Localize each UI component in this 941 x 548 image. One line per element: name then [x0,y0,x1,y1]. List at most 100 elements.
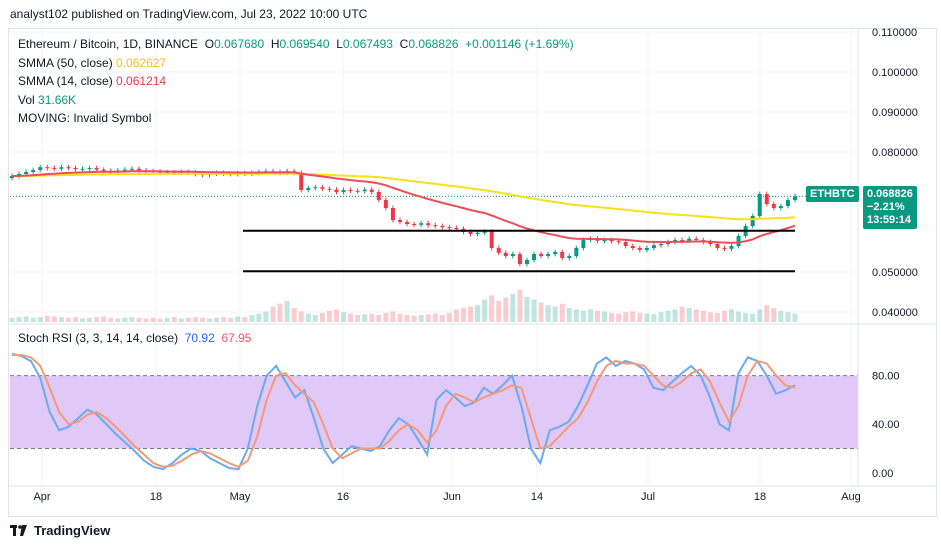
volume-label: Vol [18,92,35,107]
volume-bar [700,310,706,322]
volume-bar [242,317,248,322]
volume-bar [785,312,791,322]
volume-bar [736,311,742,322]
volume-bar [270,306,276,322]
volume-bar [552,306,558,322]
volume-bar [108,317,114,322]
moving-label: MOVING: Invalid Symbol [18,111,152,125]
sma14-value: 0.061214 [116,74,167,88]
stoch-d-value: 67.95 [221,331,252,345]
volume-bar [623,312,629,322]
stoch-k-value: 70.92 [184,331,215,345]
price-legend: Ethereum / Bitcoin, 1D, BINANCE O0.06768… [18,37,574,125]
sma14-label: SMMA (14, close) [18,74,113,88]
volume-bar [524,296,530,322]
volume-bar [771,308,777,322]
x-tick-label: Aug [841,491,861,503]
candle-body [764,194,769,204]
candle-body [94,168,99,170]
volume-bar [23,316,29,322]
volume-bar [383,312,389,322]
volume-bar [44,315,50,322]
volume-bar [37,317,43,322]
volume-bar [101,316,107,322]
price-badge-price: 0.068826 [867,188,913,200]
y-tick-label: 0.110000 [872,27,917,39]
candle-body [433,225,438,227]
candle-body [496,248,501,253]
volume-bar [468,306,474,322]
candle-body [397,220,402,222]
volume-bar [298,311,304,322]
volume-bar [72,317,78,322]
volume-bar [94,317,100,322]
volume-bar [672,309,678,322]
candle-body [602,240,607,241]
candle-body [299,172,304,190]
candle-body [383,200,388,208]
candle-body [785,200,790,206]
sma50-value: 0.062627 [116,55,167,70]
candle-body [122,169,127,171]
volume-bar [609,312,615,322]
y-tick-label: 0.050000 [872,267,918,279]
volume-bar [559,303,565,322]
stoch-d-line [12,354,796,468]
candle-body [390,208,395,220]
high-value: 0.069540 [279,37,330,51]
volume-bar [425,314,431,322]
candle-body [581,240,586,248]
open-value: 0.067680 [214,37,265,51]
candle-body [52,168,57,169]
candle-body [651,245,656,248]
volume-bar [143,318,149,322]
volume-bar [545,305,551,322]
volume-bar [693,309,699,322]
volume-bar [580,310,586,322]
footer-brand-text: TradingView [34,523,111,538]
stoch-label: Stoch RSI (3, 3, 14, 14, close) [18,331,179,345]
chart-frame[interactable] [8,28,937,517]
volume-bar [87,317,93,322]
volume-bar [150,317,156,322]
published-header: analyst102 published on TradingView.com,… [10,7,368,21]
volume-bar [390,311,396,322]
candle-body [59,167,64,169]
volume-value: 31.66K [38,92,77,107]
volume-bar [482,299,488,322]
candle-body [793,196,797,200]
candle-body [369,189,374,192]
volume-bar [284,301,290,322]
volume-bar [686,308,692,322]
change-value: +0.001146 (+1.69%) [465,37,574,51]
y-tick-label: 0.090000 [872,107,918,119]
candle-body [757,194,762,216]
footer-brand[interactable]: TradingView [10,523,110,538]
x-tick-label: May [230,491,251,503]
candle-body [320,187,325,189]
volume-bar [475,305,481,322]
volume-bar [9,317,15,322]
volume-bar [446,312,452,322]
candle-body [376,192,381,200]
volume-bar [566,308,572,322]
candle-body [87,168,92,169]
volume-bar [418,315,424,322]
volume-bar [249,315,255,322]
y-tick-label: 0.080000 [872,147,918,159]
candle-body [722,248,727,249]
volume-bar [573,309,579,322]
candle-body [306,188,311,190]
candle-body [567,256,572,258]
symbol-title[interactable]: Ethereum / Bitcoin, 1D, BINANCE [18,37,199,51]
volume-bar [637,312,643,322]
volume-bar [362,314,368,322]
stoch-y-tick-label: 40.00 [872,419,900,431]
volume-bar [397,313,403,322]
candle-body [517,254,522,264]
volume-bar [228,317,234,322]
volume-bar [256,313,262,322]
candle-body [419,223,424,225]
volume-bar [51,316,57,322]
